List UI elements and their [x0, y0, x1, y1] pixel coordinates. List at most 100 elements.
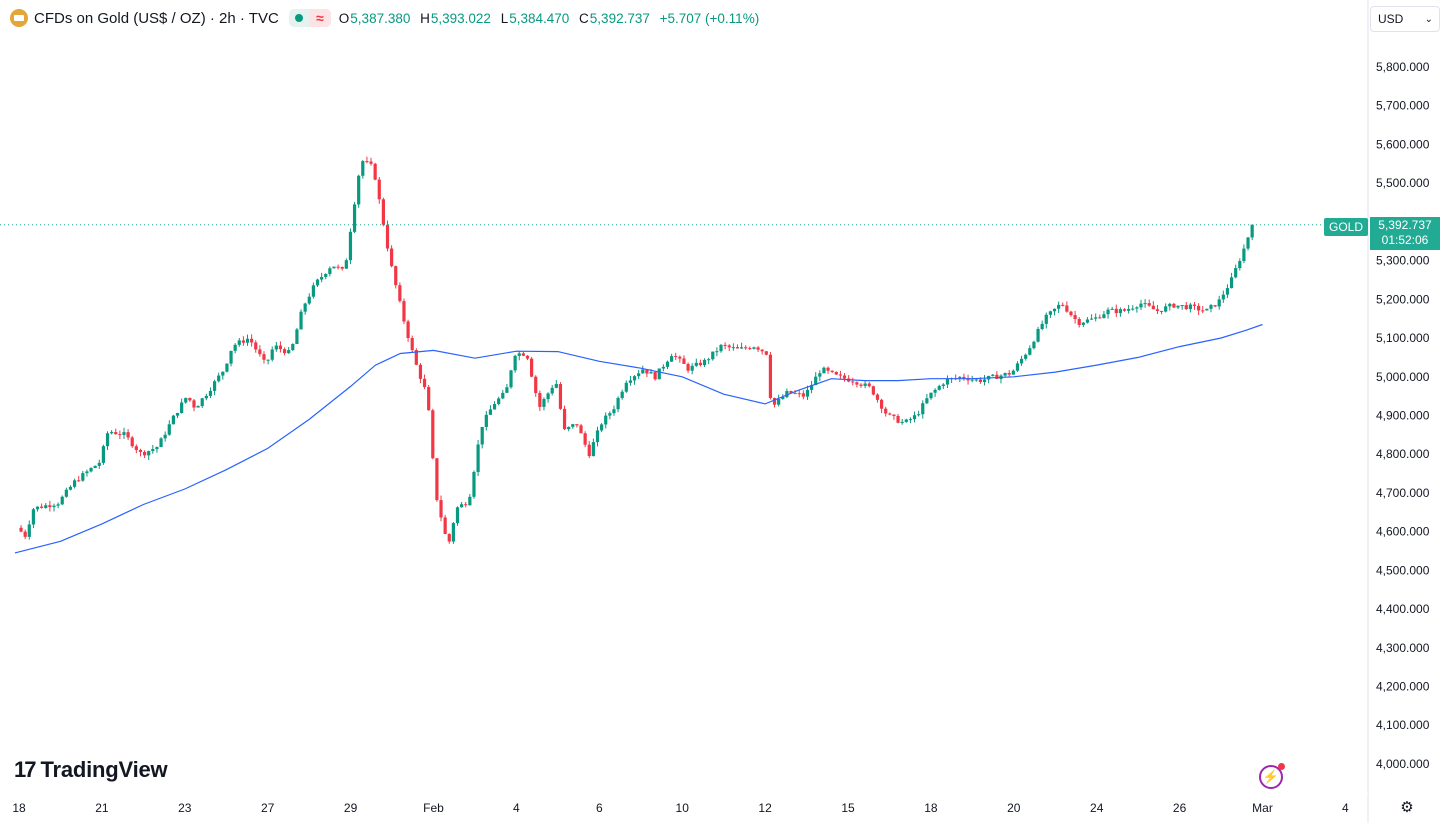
candle-body: [1081, 322, 1085, 325]
candle-body: [348, 231, 353, 261]
low-key: L: [500, 10, 509, 26]
candle-body: [879, 399, 884, 409]
candle-body: [1176, 305, 1180, 308]
candle-body: [23, 531, 27, 537]
candle-body: [204, 395, 208, 399]
candle-body: [525, 355, 530, 359]
tradingview-logo[interactable]: 17 TradingView: [14, 757, 168, 783]
candles: [19, 156, 1254, 544]
candle-body: [282, 349, 287, 354]
symbol-title[interactable]: CFDs on Gold (US$ / OZ) · 2h · TVC: [34, 9, 279, 27]
candle-body: [513, 355, 517, 371]
candle-body: [632, 376, 637, 381]
candle-body: [628, 380, 633, 383]
x-tick-label: 4: [513, 801, 520, 815]
candle-body: [1188, 304, 1192, 310]
candle-body: [739, 347, 744, 349]
candle-body: [122, 432, 126, 435]
candle-body: [381, 199, 385, 225]
candle-body: [221, 371, 225, 376]
candle-body: [1069, 311, 1073, 316]
last-price-value: 5,392.737: [1378, 218, 1432, 232]
candle-body: [682, 358, 686, 364]
tradingview-mark-icon: 17: [14, 757, 37, 782]
candle-body: [303, 303, 307, 312]
y-tick-label: 5,600.000: [1376, 137, 1430, 151]
y-tick-label: 5,700.000: [1376, 99, 1430, 113]
candle-body: [542, 399, 546, 407]
candle-body: [225, 363, 229, 372]
candle-body: [1197, 305, 1201, 311]
candle-body: [52, 505, 56, 508]
candle-body: [48, 505, 52, 508]
candle-body: [299, 311, 303, 330]
candle-body: [1085, 319, 1090, 323]
wave-icon[interactable]: ≈: [308, 9, 331, 27]
candle-body: [1172, 303, 1176, 308]
candle-body: [1205, 308, 1209, 311]
status-badges[interactable]: ≈: [288, 9, 331, 27]
candle-body: [344, 260, 348, 269]
candle-body: [464, 504, 468, 506]
open-key: O: [338, 10, 350, 26]
candle-body: [468, 496, 472, 506]
candle-body: [509, 370, 513, 388]
candle-body: [81, 473, 85, 481]
candle-body: [1114, 308, 1118, 314]
candle-body: [114, 432, 118, 435]
candle-body: [1238, 261, 1242, 269]
x-tick-label: 24: [1090, 801, 1104, 815]
candle-body: [250, 338, 254, 343]
candle-body: [670, 356, 674, 362]
candle-body: [492, 404, 497, 410]
moving-average-line: [14, 323, 1263, 554]
candle-body: [690, 365, 694, 371]
candle-body: [217, 375, 221, 382]
candle-body: [1221, 294, 1225, 300]
candle-body: [1028, 348, 1032, 355]
candle-body: [484, 414, 488, 427]
candle-body: [320, 276, 324, 280]
candle-body: [311, 285, 315, 297]
candle-body: [752, 347, 756, 349]
currency-select[interactable]: USD ⌄: [1370, 6, 1440, 32]
lightning-icon[interactable]: ⚡: [1259, 763, 1285, 789]
candle-body: [1127, 309, 1131, 311]
candle-body: [797, 393, 801, 395]
candle-body: [418, 364, 423, 379]
candle-body: [1242, 248, 1246, 262]
candle-body: [336, 266, 340, 268]
candle-body: [373, 163, 377, 180]
candle-body: [274, 345, 278, 350]
candle-body: [904, 419, 908, 422]
candle-body: [888, 413, 892, 415]
candle-body: [744, 347, 748, 349]
candle-body: [809, 385, 814, 390]
candle-body: [982, 379, 987, 382]
candle-body: [422, 378, 427, 388]
candle-body: [175, 412, 180, 416]
candle-body: [332, 266, 336, 269]
candle-body: [789, 390, 793, 394]
candle-body: [324, 273, 328, 277]
candle-body: [567, 426, 571, 430]
candle-body: [151, 449, 155, 452]
candle-body: [608, 413, 612, 416]
gear-icon[interactable]: ⚙: [1400, 799, 1414, 816]
x-tick-label: 10: [676, 801, 690, 815]
candle-body: [451, 523, 455, 542]
market-status-icon[interactable]: [288, 9, 309, 27]
candle-body: [945, 379, 950, 385]
candle-body: [340, 266, 344, 269]
candle-body: [653, 372, 657, 380]
candle-body: [698, 362, 703, 366]
candle-body: [365, 161, 369, 163]
candle-body: [1048, 311, 1053, 315]
candle-body: [1003, 373, 1007, 376]
y-tick-label: 5,200.000: [1376, 292, 1430, 306]
candle-body: [838, 374, 843, 376]
candle-body: [822, 367, 826, 374]
candle-body: [480, 426, 484, 445]
candle-body: [719, 344, 723, 352]
